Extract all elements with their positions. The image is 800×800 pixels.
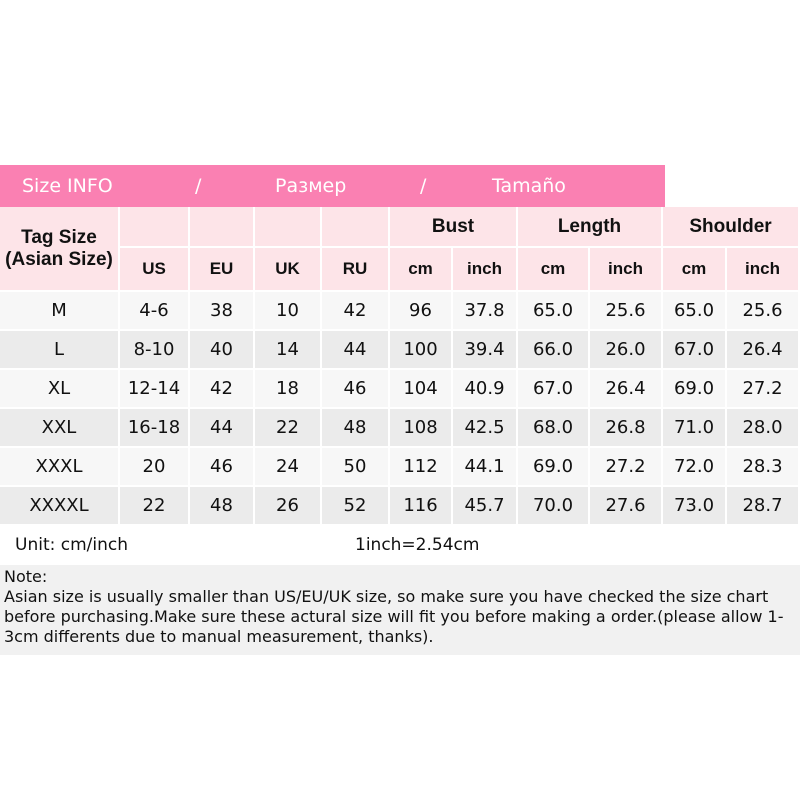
size-value: 52 [322,487,390,526]
size-value: 71.0 [663,409,727,448]
size-value: 69.0 [663,370,727,409]
size-value: 38 [190,292,255,331]
size-value: 37.8 [453,292,518,331]
size-value: 46 [322,370,390,409]
column-header: RU [322,248,390,292]
size-value: 20 [120,448,190,487]
size-value: 26.0 [590,331,663,370]
size-value: 44 [190,409,255,448]
size-value: 27.6 [590,487,663,526]
group-header: Shoulder [663,207,800,248]
size-value: 69.0 [518,448,590,487]
size-label: XXXXL [0,487,120,526]
size-value: 48 [322,409,390,448]
unit-header: inch [453,248,518,292]
size-value: 26.4 [590,370,663,409]
size-value: 24 [255,448,322,487]
tag-size-header: Tag Size (Asian Size) [0,207,120,292]
size-value: 4-6 [120,292,190,331]
note-title: Note: [4,567,48,586]
size-value: 72.0 [663,448,727,487]
size-value: 18 [255,370,322,409]
size-value: 48 [190,487,255,526]
size-label: XL [0,370,120,409]
size-value: 108 [390,409,453,448]
size-value: 65.0 [518,292,590,331]
column-header-blank [120,207,190,248]
unit-header: cm [663,248,727,292]
column-header: EU [190,248,255,292]
size-value: 44 [322,331,390,370]
unit-header: cm [390,248,453,292]
size-value: 66.0 [518,331,590,370]
column-header: UK [255,248,322,292]
banner-text: / [420,175,427,197]
column-header-blank [322,207,390,248]
banner-text: Size INFO [22,175,113,197]
size-value: 104 [390,370,453,409]
size-value: 27.2 [727,370,800,409]
note: Note: Asian size is usually smaller than… [0,565,800,655]
size-label: XXXL [0,448,120,487]
column-header: US [120,248,190,292]
size-value: 25.6 [590,292,663,331]
size-value: 22 [120,487,190,526]
size-value: 28.0 [727,409,800,448]
size-value: 26 [255,487,322,526]
size-value: 116 [390,487,453,526]
banner-text: Размер [275,175,347,197]
size-value: 16-18 [120,409,190,448]
size-value: 67.0 [518,370,590,409]
size-value: 28.7 [727,487,800,526]
size-value: 39.4 [453,331,518,370]
size-value: 68.0 [518,409,590,448]
column-header-blank [190,207,255,248]
size-value: 28.3 [727,448,800,487]
size-label: M [0,292,120,331]
size-value: 44.1 [453,448,518,487]
size-value: 26.8 [590,409,663,448]
unit-header: inch [727,248,800,292]
banner-text: Tamaño [492,175,566,197]
size-value: 10 [255,292,322,331]
header-line: Tag Size [21,226,97,248]
unit-header: inch [590,248,663,292]
size-value: 42.5 [453,409,518,448]
size-value: 42 [190,370,255,409]
banner-text: / [195,175,202,197]
size-value: 96 [390,292,453,331]
size-value: 45.7 [453,487,518,526]
size-value: 22 [255,409,322,448]
size-value: 65.0 [663,292,727,331]
conversion-text: 1inch=2.54cm [355,535,480,555]
size-value: 40.9 [453,370,518,409]
size-value: 12-14 [120,370,190,409]
size-value: 46 [190,448,255,487]
banner [0,165,665,207]
size-value: 112 [390,448,453,487]
size-value: 73.0 [663,487,727,526]
header-line: (Asian Size) [5,248,113,270]
group-header: Length [518,207,663,248]
note-body: Asian size is usually smaller than US/EU… [4,587,784,646]
size-value: 70.0 [518,487,590,526]
size-value: 42 [322,292,390,331]
size-value: 8-10 [120,331,190,370]
column-header-blank [255,207,322,248]
unit-header: cm [518,248,590,292]
unit-text: Unit: cm/inch [15,535,128,555]
size-label: L [0,331,120,370]
size-label: XXL [0,409,120,448]
size-value: 14 [255,331,322,370]
size-value: 25.6 [727,292,800,331]
group-header: Bust [390,207,518,248]
size-value: 50 [322,448,390,487]
size-value: 26.4 [727,331,800,370]
size-value: 40 [190,331,255,370]
size-value: 27.2 [590,448,663,487]
size-value: 100 [390,331,453,370]
size-value: 67.0 [663,331,727,370]
